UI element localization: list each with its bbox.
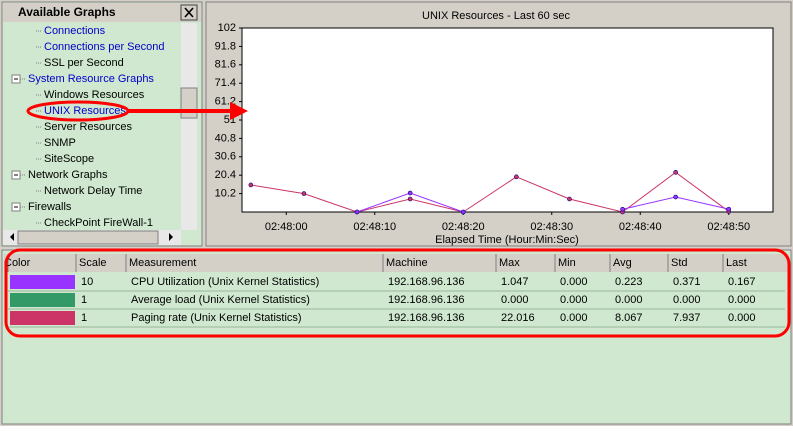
tree-panel <box>1 1 203 247</box>
tree-item[interactable]: SNMP <box>44 137 76 149</box>
table-cell: 0.167 <box>728 276 756 288</box>
point <box>248 182 254 188</box>
x-tick-label: 02:48:20 <box>442 221 485 233</box>
table-cell: 192.168.96.136 <box>388 276 464 288</box>
x-axis-label: Elapsed Time (Hour:Min:Sec) <box>435 234 579 246</box>
y-tick-label: 40.8 <box>215 132 236 144</box>
point <box>301 191 307 196</box>
y-tick-label: 71.4 <box>215 77 236 89</box>
table-header <box>4 254 789 272</box>
table-cell: 0.000 <box>673 294 701 306</box>
legend-table: Color Scale Measurement Machine Max Min Avg Std… <box>4 254 789 328</box>
close-icon <box>184 7 194 18</box>
x-tick-label: 02:48:50 <box>707 221 750 233</box>
table-cell: 0.000 <box>615 294 643 306</box>
column-header: Machine <box>386 257 428 269</box>
point <box>673 194 678 200</box>
point <box>514 174 519 180</box>
tree-item[interactable]: Windows Resources <box>44 89 145 101</box>
tree-item[interactable]: SSL per Second <box>44 57 124 69</box>
table-cell: 10 <box>81 276 93 288</box>
table-cell: 192.168.96.136 <box>388 312 464 324</box>
table-cell: 0.000 <box>501 294 529 306</box>
y-tick-label: 91.8 <box>215 40 236 52</box>
column-header: Color <box>4 257 31 269</box>
y-tick-label: 102 <box>218 22 236 34</box>
highlight-box <box>4 248 791 338</box>
x-tick-label: 02:48:00 <box>265 221 308 233</box>
tree-item[interactable]: System Resource Graphs <box>28 73 154 85</box>
point <box>407 196 413 202</box>
table-cell: 7.937 <box>673 312 701 324</box>
table-cell: 0.000 <box>560 312 588 324</box>
point <box>354 209 360 215</box>
table-cell: 22.016 <box>501 312 535 324</box>
v-scroll-thumb[interactable] <box>180 87 198 119</box>
tree-item[interactable]: Firewalls <box>28 201 72 213</box>
tree-item[interactable]: Connections <box>44 25 106 37</box>
x-tick-label: 02:48:40 <box>619 221 662 233</box>
table-cell: 0.000 <box>728 312 756 324</box>
color-swatch <box>10 293 75 307</box>
y-tick-label: 81.6 <box>215 59 236 71</box>
chart: 10.220.430.640.85161.271.481.691.810202:… <box>215 22 751 233</box>
table-cell: CPU Utilization (Unix Kernel Statistics) <box>131 276 319 288</box>
chart-title: UNIX Resources - Last 60 sec <box>422 10 570 22</box>
tree-item[interactable]: Network Delay Time <box>44 185 142 197</box>
table-cell: 1 <box>81 312 87 324</box>
v-scrollbar[interactable] <box>181 23 197 230</box>
tree-header <box>3 3 201 22</box>
tree-item[interactable]: Connections per Second <box>44 41 164 53</box>
table-cell: 1 <box>81 294 87 306</box>
x-tick-label: 02:48:30 <box>530 221 573 233</box>
tree-item[interactable]: CheckPoint FireWall-1 <box>44 217 153 229</box>
tree-item[interactable]: SiteScope <box>44 153 94 165</box>
table-cell: Average load (Unix Kernel Statistics) <box>131 294 310 306</box>
point <box>726 206 732 212</box>
column-header: Avg <box>613 257 632 269</box>
tree-item[interactable]: Network Graphs <box>28 169 108 181</box>
table-cell: 0.000 <box>728 294 756 306</box>
plot-area <box>241 27 774 213</box>
table-cell: 1.047 <box>501 276 529 288</box>
color-swatch <box>10 311 75 325</box>
point <box>460 209 466 215</box>
column-header: Std <box>671 257 688 269</box>
h-scroll-thumb[interactable] <box>17 230 159 245</box>
series-line <box>250 171 730 213</box>
table-cell: Paging rate (Unix Kernel Statistics) <box>131 312 302 324</box>
point <box>567 196 572 202</box>
y-tick-label: 20.4 <box>215 169 236 181</box>
table-cell: 8.067 <box>615 312 643 324</box>
table-cell: 192.168.96.136 <box>388 294 464 306</box>
point <box>673 170 678 175</box>
table-cell: 0.371 <box>673 276 701 288</box>
point <box>620 206 625 212</box>
tree: Connections Connections per Second SSL per… <box>11 25 164 229</box>
color-swatch <box>10 275 75 289</box>
point <box>407 190 413 196</box>
column-header: Max <box>499 257 520 269</box>
column-header: Min <box>558 257 576 269</box>
column-header: Last <box>726 257 747 269</box>
table-cell: 0.223 <box>615 276 643 288</box>
table-cell: 0.000 <box>560 294 588 306</box>
y-tick-label: 10.2 <box>215 188 236 200</box>
tree-item[interactable]: UNIX Resources <box>44 105 126 117</box>
tree-title: Available Graphs <box>18 5 116 19</box>
column-header: Measurement <box>129 257 196 269</box>
highlight-arrowhead <box>230 102 248 120</box>
table-cell: 0.000 <box>560 276 588 288</box>
column-header: Scale <box>79 257 107 269</box>
x-tick-label: 02:48:10 <box>353 221 396 233</box>
y-tick-label: 30.6 <box>215 151 236 163</box>
tree-item[interactable]: Server Resources <box>44 121 133 133</box>
